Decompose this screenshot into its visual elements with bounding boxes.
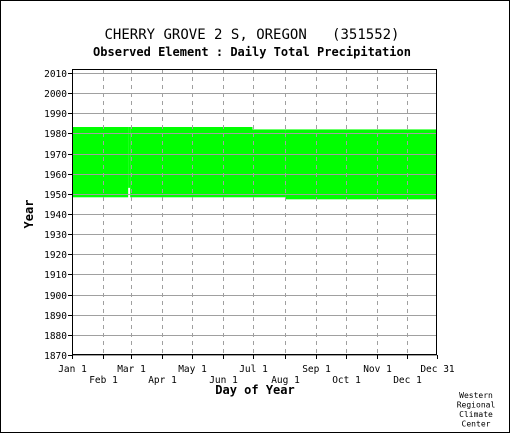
- x-tick-label: Jan 1: [58, 364, 87, 375]
- y-tick-label: 1920: [44, 250, 67, 261]
- x-tick-label: Dec 1: [393, 375, 422, 386]
- x-axis-title: Day of Year: [215, 383, 294, 397]
- x-tick-label: Aug 1: [271, 375, 300, 386]
- data-bar: [128, 127, 131, 188]
- y-tick-label: 2000: [44, 89, 67, 100]
- data-bars: [72, 127, 437, 200]
- y-tick-label: 1870: [44, 351, 67, 362]
- y-tick-label: 1940: [44, 210, 67, 221]
- chart-title: CHERRY GROVE 2 S, OREGON (351552): [104, 27, 399, 43]
- x-tick-label: Dec 31: [420, 364, 455, 375]
- plot-area: [72, 69, 437, 355]
- y-tick-label: 1930: [44, 230, 67, 241]
- x-tick-label: Apr 1: [148, 375, 177, 386]
- plot-border: [72, 69, 437, 355]
- y-tick-label: 1960: [44, 170, 67, 181]
- y-tick-label: 1950: [44, 190, 67, 201]
- x-tick-label: Mar 1: [117, 364, 146, 375]
- y-tick-label: 1880: [44, 331, 67, 342]
- data-bar: [130, 127, 253, 198]
- x-tick-label: Nov 1: [363, 364, 392, 375]
- data-bar: [285, 129, 437, 200]
- y-tick-label: 1980: [44, 129, 67, 140]
- x-tick-label: Feb 1: [89, 375, 118, 386]
- data-bar: [252, 129, 286, 198]
- y-tick-label: 1970: [44, 150, 67, 161]
- x-tick-label: Jul 1: [239, 364, 268, 375]
- credit-line: Western: [459, 391, 493, 400]
- grid-lines: [72, 69, 437, 356]
- y-tick-label: 1910: [44, 270, 67, 281]
- data-bar: [72, 127, 129, 198]
- x-tick-label: Jun 1: [209, 375, 238, 386]
- y-tick-label: 1890: [44, 311, 67, 322]
- credit-line: Climate: [459, 410, 493, 419]
- y-tick-label: 1990: [44, 109, 67, 120]
- credit-line: Regional: [457, 401, 496, 410]
- x-tick-label: Oct 1: [332, 375, 361, 386]
- y-axis: 1870 1880 1890 1900 1910 1920 1930 1940 1950 1960…: [44, 69, 72, 362]
- x-tick-label: May 1: [178, 364, 207, 375]
- credit-line: Center: [462, 420, 491, 429]
- y-tick-label: 1900: [44, 291, 67, 302]
- x-tick-label: Sep 1: [302, 364, 331, 375]
- chart-subtitle: Observed Element : Daily Total Precipita…: [93, 45, 411, 59]
- y-axis-title: Year: [22, 200, 36, 229]
- y-tick-label: 2010: [44, 69, 67, 80]
